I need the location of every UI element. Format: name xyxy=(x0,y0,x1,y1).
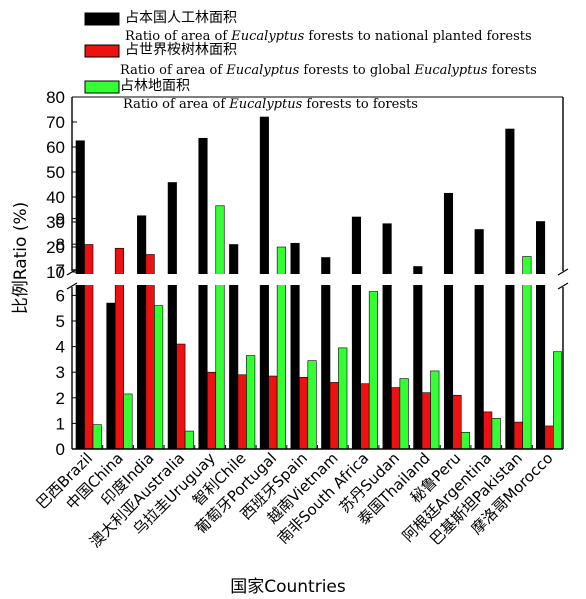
legend-title-forest: 占林地面积 xyxy=(120,78,190,94)
bar-series1-14 xyxy=(513,421,523,450)
y-tick-label-1: 1 xyxy=(56,414,65,433)
y-tick-label-9: 9 xyxy=(56,210,65,229)
y-tick-label-2: 2 xyxy=(56,389,65,408)
y-tick-label-60: 60 xyxy=(46,138,65,157)
legend: 占本国人工林面积 Ratio of area of Eucalyptus for… xyxy=(84,10,537,112)
bar-series2-13 xyxy=(491,417,501,450)
bar-series0-11 xyxy=(413,266,423,450)
bar-series1-8 xyxy=(329,382,339,450)
bar-series1-13 xyxy=(483,411,493,450)
bar-series2-7 xyxy=(307,360,317,450)
y-tick-label-4: 4 xyxy=(56,338,65,357)
bar-series1-3 xyxy=(176,343,186,450)
bar-series2-3 xyxy=(184,430,194,450)
bar-series0-15 xyxy=(536,221,546,450)
bar-series0-4 xyxy=(198,137,208,450)
y-tick-label-0: 0 xyxy=(56,440,65,459)
plot-area: 01234567891020304050607080巴西Brazil中国Chin… xyxy=(33,88,573,551)
y-tick-label-5: 5 xyxy=(56,312,65,331)
y-tick-label-3: 3 xyxy=(56,363,65,382)
bar-series2-12 xyxy=(460,432,471,450)
y-tick-label-40: 40 xyxy=(46,188,65,207)
y-tick-label-70: 70 xyxy=(46,113,65,132)
bar-series0-12 xyxy=(443,192,454,450)
bar-series1-7 xyxy=(299,377,309,450)
bar-series2-1 xyxy=(123,393,133,450)
bar-series1-6 xyxy=(268,375,278,450)
bar-series2-5 xyxy=(246,355,256,450)
bar-series1-10 xyxy=(391,387,401,450)
y-tick-label-8: 8 xyxy=(56,235,65,254)
y-tick-label-7: 7 xyxy=(56,261,65,280)
bar-series0-10 xyxy=(382,223,392,450)
legend-swatch-forest xyxy=(84,80,120,94)
y-tick-label-80: 80 xyxy=(46,88,65,107)
bar-series2-9 xyxy=(368,291,378,450)
bar-series0-13 xyxy=(474,229,484,450)
bar-series2-15 xyxy=(553,351,563,450)
bar-series2-11 xyxy=(430,370,440,450)
bar-series1-11 xyxy=(421,392,431,450)
y-axis-title: 比例Ratio (%) xyxy=(11,202,31,314)
bar-series1-9 xyxy=(360,383,370,450)
bar-series2-4 xyxy=(215,205,225,450)
legend-swatch-global xyxy=(84,44,120,58)
legend-desc-forest: Ratio of area of Eucalyptus forests to f… xyxy=(123,97,418,112)
bar-series2-10 xyxy=(399,378,409,450)
x-axis-title: 国家Countries xyxy=(230,577,346,597)
y-tick-label-50: 50 xyxy=(46,163,65,182)
axis-break-gap xyxy=(62,274,573,285)
y-tick-label-20: 20 xyxy=(46,238,65,257)
legend-desc-global: Ratio of area of Eucalyptus forests to g… xyxy=(120,63,537,78)
y-tick-label-30: 30 xyxy=(46,213,65,232)
bar-series0-3 xyxy=(167,182,177,450)
legend-swatch-national xyxy=(84,12,120,26)
bar-series1-5 xyxy=(237,374,247,450)
bar-series2-2 xyxy=(154,305,164,450)
bar-series0-0 xyxy=(75,140,85,450)
bar-series1-12 xyxy=(452,394,462,450)
bar-series0-9 xyxy=(351,216,361,450)
bar-series1-15 xyxy=(544,425,554,450)
y-tick-label-10: 10 xyxy=(46,263,65,282)
bar-series1-4 xyxy=(206,371,217,450)
legend-title-global: 占世界桉树林面积 xyxy=(125,42,237,58)
bar-series0-1 xyxy=(106,302,116,450)
bar-series0-8 xyxy=(321,257,331,450)
legend-desc-national: Ratio of area of Eucalyptus forests to n… xyxy=(125,29,532,44)
bar-series0-14 xyxy=(505,128,515,450)
bar-series2-0 xyxy=(92,424,102,450)
bar-series0-2 xyxy=(137,215,147,450)
bar-series2-8 xyxy=(338,347,348,450)
y-axis-right-break-symbol xyxy=(557,268,569,290)
legend-title-national: 占本国人工林面积 xyxy=(125,10,237,26)
y-tick-label-6: 6 xyxy=(56,286,65,305)
bar-series2-14 xyxy=(522,256,532,450)
